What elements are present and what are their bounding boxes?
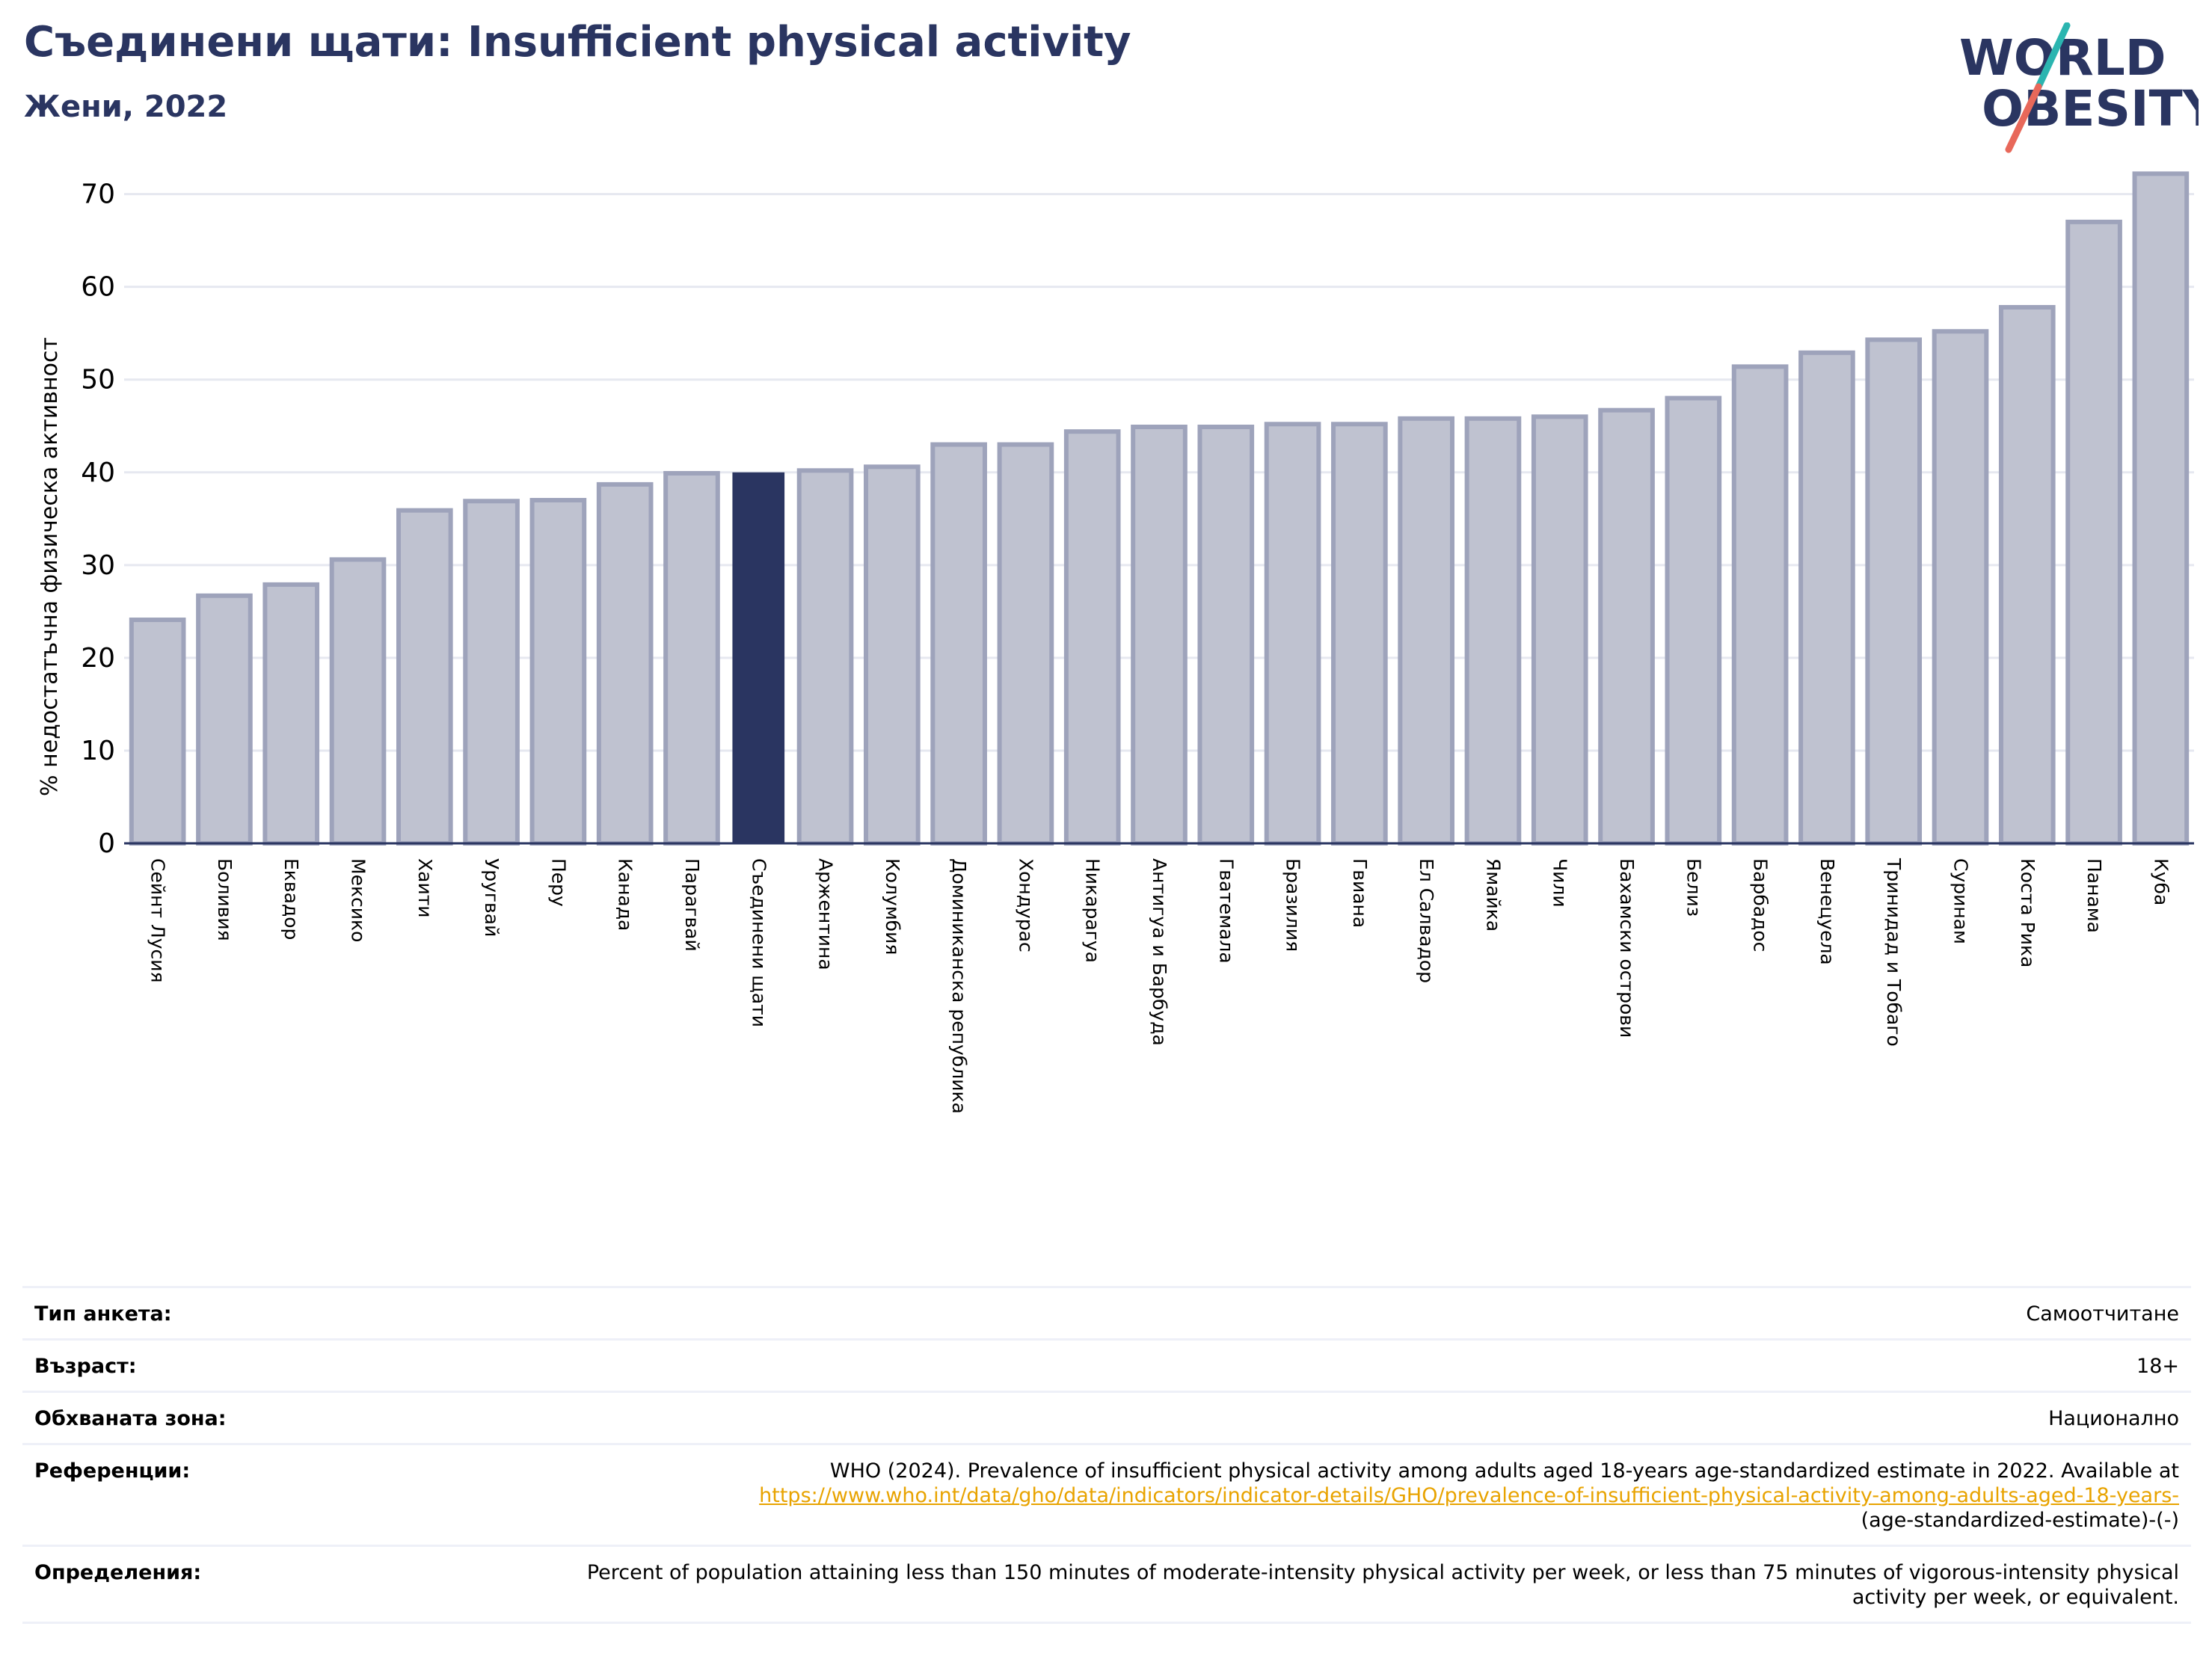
x-tick-label: Гвиана (1349, 858, 1371, 928)
bar (930, 442, 987, 846)
chart-title: Съединени щати: Insufficient physical ac… (24, 18, 1131, 67)
meta-row-area: Обхваната зона: Национално (22, 1393, 2191, 1445)
y-tick-label: 20 (81, 643, 115, 674)
x-tick-label: Чили (1549, 858, 1571, 908)
survey-type-value: Самоотчитане (2026, 1302, 2179, 1326)
meta-row-references: Референции: WHO (2024). Prevalence of in… (22, 1445, 2191, 1547)
definitions-value: Percent of population attaining less tha… (586, 1561, 2179, 1609)
bar (1932, 329, 1989, 846)
bar (596, 481, 654, 846)
bar (663, 471, 720, 846)
y-tick-labels: 0 10 20 30 40 50 60 70 (81, 179, 115, 859)
x-tick-label: Куба (2150, 858, 2172, 905)
y-tick-label: 0 (98, 828, 115, 859)
logo-slash-top (2035, 22, 2071, 90)
bar (1598, 407, 1655, 846)
bar (2132, 171, 2190, 846)
age-label: Възраст: (34, 1355, 137, 1378)
bar (1398, 416, 1454, 846)
reference-link[interactable]: https://www.who.int/data/gho/data/indica… (759, 1484, 2179, 1507)
references-label: Референции: (34, 1459, 191, 1483)
x-tick-label: Доминиканска република (948, 858, 970, 1114)
x-tick-label: Аржентина (815, 858, 837, 970)
y-tick-label: 50 (81, 365, 115, 396)
coverage-area-label: Обхваната зона: (34, 1407, 227, 1430)
x-tick-label: Антигуа и Барбуда (1149, 858, 1170, 1046)
bar (262, 582, 320, 846)
bar (1798, 350, 1855, 846)
y-tick-label: 60 (81, 272, 115, 303)
x-tick-label: Ел Салвадор (1416, 858, 1437, 983)
survey-type-label: Тип анкета: (34, 1302, 172, 1326)
bar (1531, 414, 1588, 846)
x-tick-label: Еквадор (280, 858, 302, 940)
y-tick-label: 40 (81, 458, 115, 488)
bar (1464, 416, 1522, 846)
x-tick-label: Парагвай (681, 858, 703, 952)
age-value: 18+ (2136, 1355, 2179, 1378)
bars (129, 171, 2190, 846)
y-tick-label: 10 (81, 736, 115, 766)
bar (1063, 429, 1121, 846)
metadata-table: Тип анкета: Самоотчитане Възраст: 18+ Об… (22, 1286, 2191, 1624)
chart-subtitle: Жени, 2022 (24, 90, 228, 124)
x-tick-label: Тринидад и Тобаго (1883, 858, 1905, 1047)
meta-row-survey: Тип анкета: Самоотчитане (22, 1288, 2191, 1341)
x-tick-label: Съединени щати (748, 858, 769, 1027)
bar (1865, 337, 1923, 846)
references-value: WHO (2024). Prevalence of insufficient p… (513, 1459, 2179, 1533)
bar (1131, 424, 1188, 846)
reference-text: WHO (2024). Prevalence of insufficient p… (829, 1459, 2179, 1483)
bar (1731, 364, 1789, 846)
y-axis-label: % недостатъчна физическа активност (37, 337, 63, 796)
x-tick-label: Колумбия (882, 858, 903, 955)
x-tick-label: Барбадос (1750, 858, 1772, 952)
bar-highlight (732, 472, 785, 843)
x-tick-label: Венецуела (1816, 858, 1838, 965)
x-tick-label: Бахамски острови (1616, 858, 1638, 1038)
x-tick-label: Панама (2083, 858, 2105, 933)
bar (2065, 219, 2122, 846)
coverage-area-value: Национално (2048, 1407, 2179, 1430)
x-tick-label: Бразилия (1282, 858, 1304, 952)
bar (864, 464, 921, 846)
y-tick-label: 70 (81, 179, 115, 210)
x-tick-label: Коста Рика (2017, 858, 2039, 967)
x-tick-label: Сейнт Лусия (147, 858, 169, 983)
x-tick-label: Гватемала (1215, 858, 1237, 964)
x-tick-label: Перу (547, 858, 569, 907)
x-tick-label: Суринам (1950, 858, 1971, 944)
definitions-label: Определения: (34, 1561, 202, 1584)
bar (129, 618, 186, 846)
bar (329, 557, 387, 846)
x-tick-label: Уругвай (481, 858, 503, 937)
y-tick-label: 30 (81, 550, 115, 581)
meta-row-age: Възраст: 18+ (22, 1341, 2191, 1393)
x-tick-label: Хаити (414, 858, 436, 918)
bar (1264, 422, 1321, 846)
bar (396, 508, 453, 846)
bar-chart: 0 10 20 30 40 50 60 70 Сейнт Лусия Боливия Еквадо… (37, 171, 2194, 1114)
x-tick-label: Никарагуа (1082, 858, 1104, 963)
x-tick-labels: Сейнт Лусия Боливия Еквадор Мексико Хаити Уру… (147, 858, 2172, 1114)
bar (1197, 424, 1255, 846)
logo-slash-bottom (2005, 83, 2042, 153)
x-tick-label: Канада (615, 858, 636, 931)
bar (796, 468, 854, 846)
bar (529, 498, 587, 846)
x-tick-label: Белиз (1683, 858, 1704, 917)
bar (196, 593, 253, 846)
x-tick-label: Ямайка (1482, 858, 1504, 932)
bar (1331, 422, 1388, 846)
x-tick-label: Мексико (348, 858, 369, 942)
meta-row-definitions: Определения: Percent of population attai… (22, 1547, 2191, 1624)
world-obesity-logo: WORLD OBESITY (1959, 22, 2199, 153)
bar (1665, 396, 1722, 846)
bar (1998, 304, 2056, 846)
x-tick-label: Хондурас (1015, 858, 1036, 952)
reference-tail: (age-standardized-estimate)-(-) (1861, 1509, 2179, 1532)
x-tick-label: Боливия (214, 858, 236, 941)
bar (463, 499, 520, 846)
bar (997, 442, 1054, 846)
